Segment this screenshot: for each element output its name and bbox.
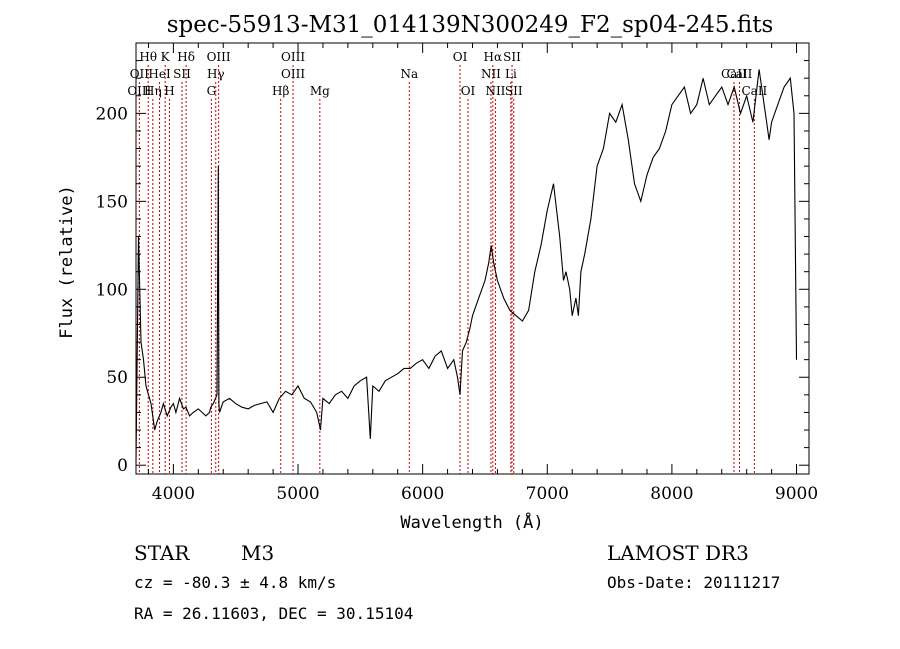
line-marker-label: H <box>164 84 174 98</box>
y-axis-label: Flux (relative) <box>57 185 77 339</box>
y-tick-label: 0 <box>117 456 128 476</box>
line-marker-label: NII <box>485 84 505 98</box>
line-marker-label: SII <box>173 67 191 81</box>
redshift-cz: cz = -80.3 ± 4.8 km/s <box>134 573 336 592</box>
object-subclass: M3 <box>241 541 274 565</box>
y-tick-label: 200 <box>96 104 128 124</box>
plot-frame <box>135 42 810 475</box>
line-markers <box>138 65 755 474</box>
line-marker-label: Hθ <box>139 50 157 64</box>
line-marker-label: NII <box>481 67 501 81</box>
line-marker-label: K <box>161 50 171 64</box>
y-tick-label: 100 <box>96 280 128 300</box>
spectrum-line <box>135 69 798 462</box>
x-tick-label: 9000 <box>775 484 818 504</box>
x-tick-label: 7000 <box>526 484 569 504</box>
coordinates: RA = 26.11603, DEC = 30.15104 <box>134 604 413 623</box>
line-marker-label: SII <box>505 84 523 98</box>
line-marker-label: Hη <box>144 84 162 98</box>
line-marker-label: OI <box>461 84 476 98</box>
line-marker-label: OI <box>453 50 468 64</box>
line-marker-label: OIII <box>207 50 231 64</box>
object-type: STAR <box>134 541 190 565</box>
y-axis-ticks: 0 50 100 150 200 <box>96 60 809 476</box>
survey-name: LAMOST DR3 <box>607 541 749 565</box>
obs-date: Obs-Date: 20111217 <box>607 573 780 592</box>
line-marker-label: OIII <box>281 67 305 81</box>
line-marker-label: HeI <box>148 67 171 81</box>
line-marker-label: OII <box>130 67 150 81</box>
line-marker-label: CaII <box>741 84 767 98</box>
line-marker-label: OIII <box>127 84 151 98</box>
chart-title: spec-55913-M31_014139N300249_F2_sp04-245… <box>167 12 774 38</box>
line-marker-label: G <box>207 84 217 98</box>
x-axis-ticks: 4000 5000 6000 7000 8000 9000 <box>147 43 818 504</box>
line-marker-label: Hα <box>484 50 503 64</box>
line-marker-label: SII <box>503 50 521 64</box>
line-marker-label: Hγ <box>207 67 225 81</box>
x-tick-label: 8000 <box>650 484 693 504</box>
line-marker-label: Hβ <box>272 84 289 98</box>
line-marker-label: CaII <box>727 67 753 81</box>
line-marker-label: Hδ <box>177 50 195 64</box>
line-marker-label: OIII <box>281 50 305 64</box>
x-tick-label: 5000 <box>276 484 319 504</box>
line-marker-label: Mg <box>310 84 330 98</box>
y-tick-label: 50 <box>106 368 128 388</box>
line-marker-label: Na <box>400 67 418 81</box>
line-marker-label: CaII <box>721 67 747 81</box>
x-axis-label: Wavelength (Å) <box>400 511 543 533</box>
x-tick-label: 6000 <box>401 484 444 504</box>
y-tick-label: 150 <box>96 192 128 212</box>
x-tick-label: 4000 <box>152 484 195 504</box>
line-marker-label: Li <box>505 67 517 81</box>
